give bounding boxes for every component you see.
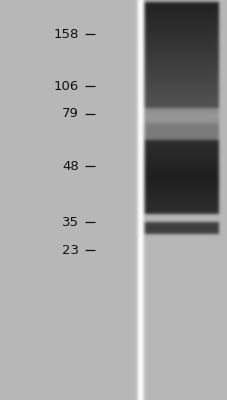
- Text: 35: 35: [61, 216, 78, 228]
- Text: 158: 158: [53, 28, 78, 40]
- Text: 106: 106: [53, 80, 78, 92]
- Text: 23: 23: [61, 244, 78, 256]
- Text: 79: 79: [62, 108, 78, 120]
- Text: 48: 48: [62, 160, 78, 172]
